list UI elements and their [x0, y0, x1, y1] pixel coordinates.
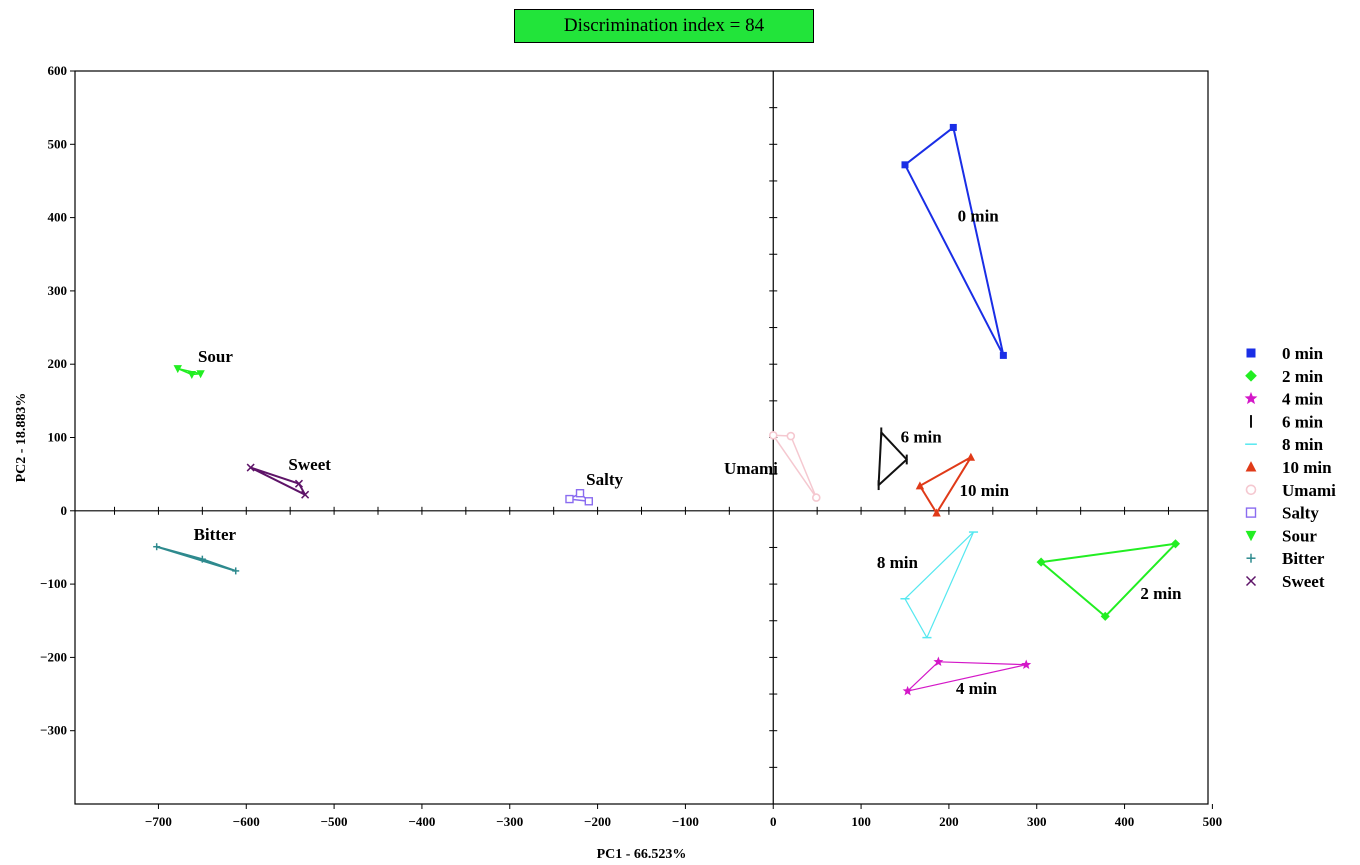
- x-tick-label: 500: [1203, 814, 1223, 829]
- legend-label-8-min: 8 min: [1282, 435, 1324, 454]
- legend-marker-bitter: [1246, 553, 1256, 563]
- data-point-salty: [584, 497, 594, 506]
- series-outline-0-min: [904, 126, 1005, 357]
- x-tick-label: −700: [145, 814, 172, 829]
- series-outline-6-min: [877, 431, 908, 487]
- legend-marker-sour: [1245, 530, 1257, 542]
- data-point-sweet: [294, 479, 303, 488]
- series-outline-bitter: [155, 545, 237, 572]
- x-tick-label: −500: [321, 814, 348, 829]
- y-tick-label: 100: [48, 430, 68, 445]
- legend-marker-0-min: [1246, 348, 1256, 358]
- legend-marker-salty: [1245, 507, 1257, 518]
- y-tick-label: −200: [40, 649, 67, 664]
- data-point-2-min: [1170, 539, 1181, 549]
- annotation-bitter: Bitter: [194, 525, 237, 544]
- y-tick-label: 0: [61, 503, 68, 518]
- data-point-bitter: [232, 567, 240, 575]
- data-point-2-min: [1100, 611, 1110, 621]
- data-point-bitter: [198, 555, 206, 563]
- x-tick-label: −300: [496, 814, 523, 829]
- series-outline-2-min: [1040, 542, 1177, 618]
- legend-label-salty: Salty: [1282, 504, 1319, 523]
- data-point-sweet: [246, 463, 255, 472]
- data-point-bitter: [153, 543, 161, 551]
- annotation-sour: Sour: [198, 347, 233, 366]
- annotation-10-min: 10 min: [959, 481, 1009, 500]
- series-outline-4-min: [906, 661, 1027, 692]
- y-tick-label: −300: [40, 723, 67, 738]
- series-outline-umami: [772, 434, 818, 499]
- legend-marker-2-min: [1245, 369, 1257, 382]
- y-tick-label: 400: [48, 210, 68, 225]
- x-tick-label: 300: [1027, 814, 1047, 829]
- series-outline-10-min: [918, 456, 972, 514]
- data-point-2-min: [1036, 557, 1046, 567]
- data-point-umami: [786, 431, 796, 441]
- series-outline-salty: [568, 492, 590, 503]
- data-point-0-min: [901, 161, 909, 169]
- annotation-8-min: 8 min: [877, 553, 919, 572]
- legend-label-umami: Umami: [1282, 481, 1336, 500]
- legend-label-bitter: Bitter: [1282, 549, 1325, 568]
- legend-marker-10-min: [1245, 461, 1257, 472]
- legend-label-10-min: 10 min: [1282, 458, 1332, 477]
- data-point-sour: [173, 365, 182, 374]
- data-point-umami: [768, 431, 778, 440]
- data-point-salty: [575, 489, 585, 498]
- data-point-10-min: [966, 452, 976, 461]
- legend: 0 min 2 min 4 min 6 min 8 min 10 min Umami Salt…: [1244, 344, 1336, 591]
- x-tick-label: 100: [851, 814, 871, 829]
- plot-frame: [74, 70, 1209, 805]
- data-point-4-min: [902, 685, 913, 696]
- y-tick-label: 600: [48, 63, 68, 78]
- series-outline-sweet: [249, 466, 307, 496]
- y-tick-label: 200: [48, 356, 68, 371]
- data-point-salty: [565, 494, 574, 504]
- data-point-4-min: [933, 656, 944, 666]
- legend-marker-sweet: [1245, 575, 1257, 587]
- x-tick-label: −400: [408, 814, 435, 829]
- x-tick-label: 0: [770, 814, 777, 829]
- chart-title: Discrimination index = 84: [514, 9, 814, 43]
- y-tick-label: −100: [40, 576, 67, 591]
- annotation-0-min: 0 min: [958, 206, 1000, 225]
- y-tick-label: 300: [48, 283, 68, 298]
- annotation-salty: Salty: [586, 470, 623, 489]
- x-axis-title: PC1 - 66.523%: [597, 847, 687, 862]
- data-point-sour: [187, 370, 197, 380]
- legend-marker-4-min: [1244, 391, 1258, 405]
- legend-label-0-min: 0 min: [1282, 344, 1324, 363]
- legend-label-4-min: 4 min: [1282, 390, 1324, 409]
- annotation-sweet: Sweet: [288, 455, 331, 474]
- annotation-4-min: 4 min: [956, 679, 998, 698]
- legend-label-6-min: 6 min: [1282, 412, 1324, 431]
- data-point-0-min: [999, 351, 1007, 359]
- x-tick-label: 200: [939, 814, 959, 829]
- annotation-umami: Umami: [724, 459, 778, 478]
- annotation-2-min: 2 min: [1140, 584, 1182, 603]
- x-tick-label: 400: [1115, 814, 1135, 829]
- legend-label-sour: Sour: [1282, 526, 1317, 545]
- legend-label-2-min: 2 min: [1282, 367, 1324, 386]
- x-tick-label: −100: [672, 814, 699, 829]
- x-tick-label: −200: [584, 814, 611, 829]
- series-outline-8-min: [904, 531, 975, 639]
- data-point-10-min: [915, 481, 925, 490]
- legend-label-sweet: Sweet: [1282, 572, 1325, 591]
- legend-marker-umami: [1245, 484, 1257, 496]
- data-point-0-min: [949, 123, 957, 131]
- data-point-sour: [196, 370, 205, 379]
- annotation-6-min: 6 min: [901, 428, 943, 447]
- y-axis-title: PC2 - 18.883%: [14, 393, 29, 483]
- y-tick-label: 500: [48, 136, 68, 151]
- data-point-10-min: [932, 508, 941, 517]
- data-point-4-min: [1021, 659, 1032, 669]
- data-point-sweet: [301, 490, 310, 499]
- data-point-umami: [811, 493, 821, 502]
- x-tick-label: −600: [233, 814, 260, 829]
